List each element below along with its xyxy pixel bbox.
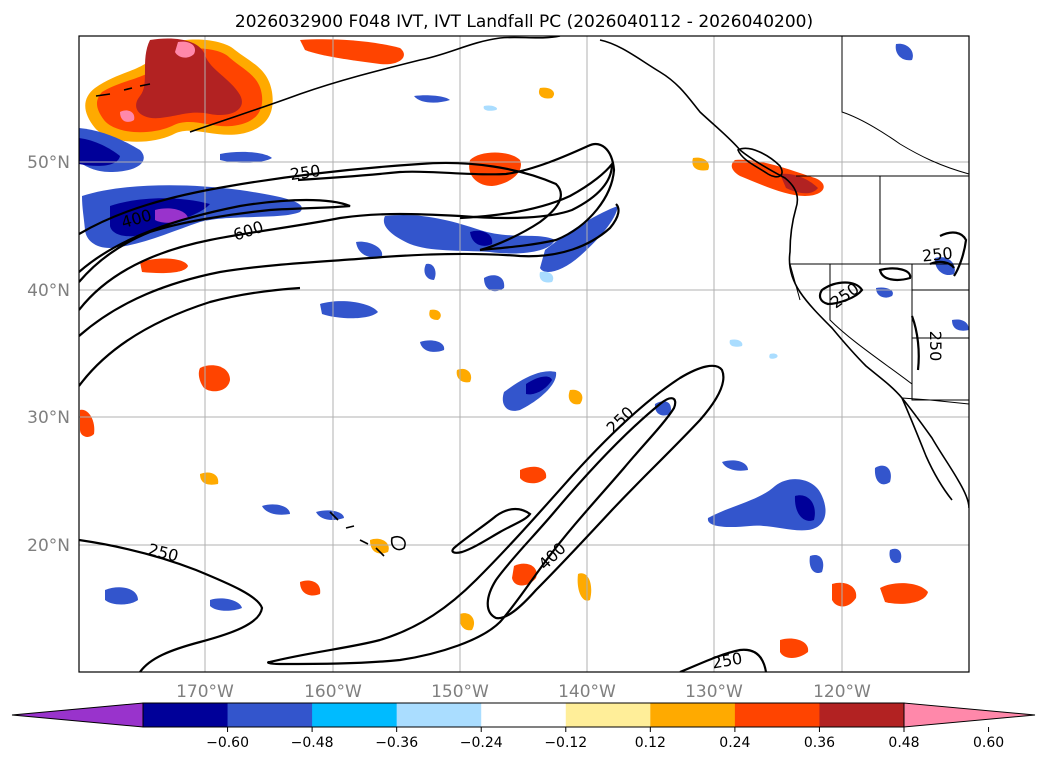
negative-anomaly-region (794, 495, 815, 521)
colorbar-segment (481, 703, 567, 727)
contour-line (679, 648, 768, 672)
anomaly-shading (79, 38, 969, 658)
colorbar-tick-label: −0.60 (206, 735, 249, 751)
coastline-alaska (189, 36, 561, 133)
contour-line (79, 286, 301, 387)
negative-anomaly-region (707, 479, 826, 531)
colorbar-tick-label: −0.24 (460, 735, 503, 751)
positive-anomaly-region (198, 365, 230, 392)
colorbar-segment (143, 703, 229, 727)
positive-anomaly-region (136, 38, 242, 119)
lon-label: 130°W (685, 682, 743, 702)
lon-label: 140°W (558, 682, 616, 702)
colorbar-tick-label: 0.36 (804, 735, 835, 751)
positive-anomaly-region (140, 258, 188, 274)
latitude-labels: 50°N 40°N 30°N 20°N (27, 153, 70, 556)
positive-anomaly-region (780, 638, 809, 658)
map-panel: 250 400 600 250 400 250 250 250 250 250 (78, 35, 970, 673)
lat-label: 20°N (27, 536, 70, 556)
colorbar-segment (734, 703, 820, 727)
contour-line (79, 143, 616, 252)
contour-line (79, 538, 264, 672)
coastline-vancouver-island (736, 147, 783, 178)
negative-anomaly-region (155, 208, 188, 223)
coastline-aleutians (95, 83, 151, 97)
colorbar-tick-label: 0.60 (973, 735, 1004, 751)
positive-anomaly-region (300, 580, 321, 596)
colorbar-segment (396, 703, 482, 727)
colorbar-tick-label: 0.48 (888, 735, 919, 751)
coastline-alaska-panhandle (599, 39, 741, 151)
contour-line (79, 198, 351, 283)
colorbar-segment (819, 703, 905, 727)
negative-anomaly-region (220, 151, 272, 163)
coastline-bc-west-coast (739, 149, 969, 509)
colorbar-tick-label: 0.12 (635, 735, 666, 751)
positive-anomaly-region (780, 173, 818, 194)
colorbar-segment (650, 703, 736, 727)
lon-label: 160°W (304, 682, 362, 702)
positive-anomaly-region (300, 39, 404, 65)
ivt-contours (79, 143, 968, 672)
contour-line (818, 231, 968, 371)
negative-anomaly-region (526, 376, 552, 395)
colorbar-segment (565, 703, 651, 727)
colorbar-segment (227, 703, 313, 727)
lon-label: 170°W (176, 682, 234, 702)
colorbar-tick-label: −0.48 (291, 735, 334, 751)
positive-anomaly-region (832, 582, 857, 607)
contour-label: 250 (921, 243, 953, 265)
colorbar-tick-label: −0.12 (544, 735, 587, 751)
colorbar: −0.60 −0.48 −0.36 −0.24 −0.12 0.12 0.24 0.36 0.4… (11, 702, 1036, 751)
lon-label: 150°W (431, 682, 489, 702)
coastline-hawaii (329, 511, 406, 557)
figure-title: 2026032900 F048 IVT, IVT Landfall PC (20… (235, 12, 813, 32)
contour-line (267, 364, 725, 666)
colorbar-extension-high (903, 702, 1036, 728)
negative-anomaly-region (383, 214, 555, 254)
contour-label: 250 (926, 331, 945, 362)
colorbar-extension-low (11, 702, 144, 728)
lat-label: 50°N (27, 153, 70, 173)
coastline-baja (901, 397, 953, 501)
border-us-mexico (901, 397, 969, 405)
colorbar-segment (312, 703, 398, 727)
colorbar-tick-label: 0.24 (719, 735, 750, 751)
lat-label: 30°N (27, 408, 70, 428)
negative-anomaly-region (320, 301, 378, 319)
contour-line (451, 507, 532, 554)
longitude-labels: 170°W 160°W 150°W 140°W 130°W 120°W (176, 682, 871, 702)
positive-anomaly-region (120, 41, 196, 122)
contour-line (79, 160, 614, 311)
negative-anomaly-region (470, 230, 493, 246)
contour-label: 250 (289, 161, 322, 184)
positive-anomaly-region (469, 152, 521, 186)
border-alaska-canada (841, 36, 969, 175)
colorbar-frame (142, 702, 905, 728)
colorbar-tick-label: −0.36 (375, 735, 418, 751)
positive-anomaly-region (520, 466, 547, 484)
contour-label: 250 (710, 649, 743, 673)
positive-anomaly-region (429, 87, 709, 405)
contour-line (79, 203, 620, 337)
border-state-lines (789, 176, 969, 401)
lat-label: 40°N (27, 281, 70, 301)
map-frame (78, 35, 970, 673)
negative-anomaly-region (79, 138, 120, 166)
coastlines (95, 36, 969, 557)
negative-anomaly-region (540, 206, 618, 272)
positive-anomaly-region (512, 563, 537, 586)
positive-anomaly-region (880, 583, 928, 604)
lon-label: 120°W (813, 682, 871, 702)
